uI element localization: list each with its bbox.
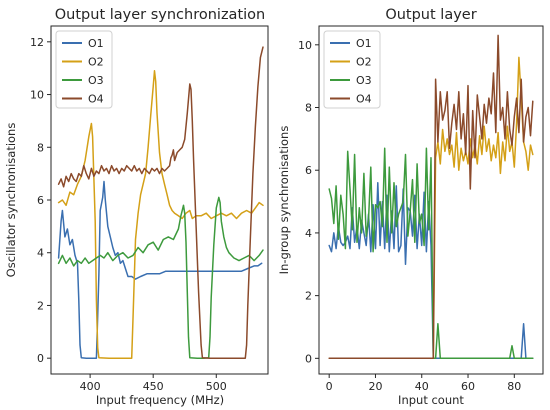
right-legend: O1 O2 O3 O4 <box>323 30 381 109</box>
right-y-tick-label: 8 <box>305 102 312 115</box>
left-y-tick-label: 4 <box>37 247 44 260</box>
right-y-tick-label: 4 <box>305 227 312 240</box>
right-y-axis-label: In-group synchronisations <box>277 126 291 275</box>
right-x-tick-label: 0 <box>326 380 333 393</box>
left-y-tick-label: 8 <box>37 141 44 154</box>
left-x-tick-label: 400 <box>80 380 101 393</box>
left-legend-box <box>55 30 113 109</box>
left-series-line-o3 <box>57 196 264 359</box>
right-chart-title: Output layer <box>385 7 476 23</box>
right-y-tick-label: 2 <box>305 290 312 303</box>
left-chart-title: Output layer synchronization <box>55 7 265 23</box>
right-chart-panel: Output layer Input count In-group synchr… <box>277 7 544 407</box>
right-x-axis-label: Input count <box>398 393 464 407</box>
left-chart-panel: Output layer synchronization Input frequ… <box>4 7 269 407</box>
left-x-axis-label: Input frequency (MHz) <box>96 393 224 407</box>
right-x-tick-label: 40 <box>415 380 429 393</box>
left-legend-label-o3: O3 <box>88 74 104 87</box>
right-series-line-o4 <box>328 34 534 360</box>
left-legend: O1 O2 O3 O4 <box>55 30 113 109</box>
left-legend-label-o1: O1 <box>88 37 104 50</box>
left-series-line-o2 <box>57 70 264 359</box>
right-legend-box <box>323 30 381 109</box>
left-series-line-o4 <box>57 46 264 359</box>
left-series-line-o1 <box>57 180 263 359</box>
right-x-tick-label: 60 <box>461 380 475 393</box>
right-legend-label-o4: O4 <box>356 93 372 106</box>
right-y-tick-label: 10 <box>298 39 312 52</box>
right-x-tick-label: 80 <box>507 380 521 393</box>
right-plot-area: 0 20 40 60 80 0 2 4 6 8 10 O1 O2 O3 O4 <box>298 25 544 393</box>
left-legend-label-o2: O2 <box>88 56 104 69</box>
left-x-tick-label: 450 <box>143 380 164 393</box>
right-x-tick-label: 20 <box>368 380 382 393</box>
left-y-tick-label: 0 <box>37 352 44 365</box>
left-y-tick-label: 12 <box>30 36 44 49</box>
left-y-tick-label: 2 <box>37 299 44 312</box>
right-series-line-o3 <box>328 147 534 360</box>
right-y-tick-label: 0 <box>305 352 312 365</box>
right-plot-frame <box>318 25 544 375</box>
left-y-axis-label: Oscillator synchronisations <box>4 123 18 278</box>
right-legend-label-o3: O3 <box>356 74 372 87</box>
left-x-tick-label: 500 <box>206 380 227 393</box>
left-legend-label-o4: O4 <box>88 93 104 106</box>
right-legend-label-o2: O2 <box>356 56 372 69</box>
left-plot-area: 400 450 500 0 2 4 6 8 10 12 O1 O2 O3 O4 <box>30 25 269 393</box>
left-y-tick-label: 10 <box>30 89 44 102</box>
right-legend-label-o1: O1 <box>356 37 372 50</box>
left-y-tick-label: 6 <box>37 194 44 207</box>
right-y-tick-label: 6 <box>305 164 312 177</box>
